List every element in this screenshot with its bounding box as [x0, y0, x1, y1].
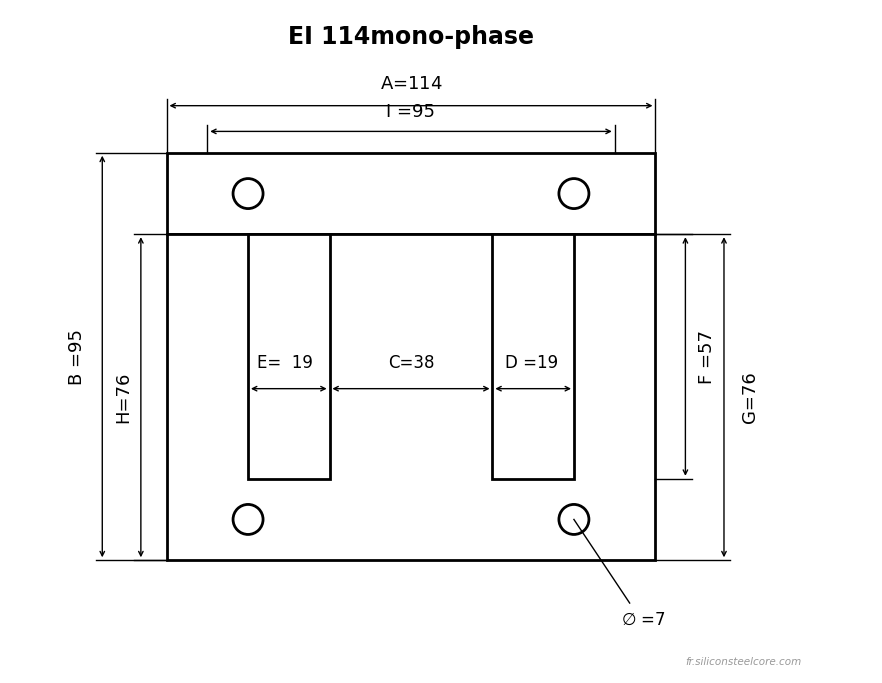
Bar — [492, 234, 574, 479]
Text: F =57: F =57 — [698, 329, 716, 384]
Text: D =19: D =19 — [505, 354, 558, 372]
Text: H=76: H=76 — [115, 372, 132, 423]
Bar — [167, 234, 655, 560]
Text: $\mathsf{A}$=114: $\mathsf{A}$=114 — [379, 75, 443, 93]
Text: E=  19: E= 19 — [257, 354, 312, 372]
Bar — [167, 153, 655, 234]
Text: C=38: C=38 — [388, 354, 434, 372]
Text: B =95: B =95 — [68, 329, 86, 385]
Text: EI 114mono-phase: EI 114mono-phase — [288, 25, 534, 49]
Text: fr.siliconsteelcore.com: fr.siliconsteelcore.com — [685, 657, 801, 667]
Text: $\emptyset$ =7: $\emptyset$ =7 — [621, 611, 666, 629]
Bar — [248, 234, 330, 479]
Text: G=76: G=76 — [741, 372, 759, 423]
Text: I =95: I =95 — [386, 102, 436, 121]
